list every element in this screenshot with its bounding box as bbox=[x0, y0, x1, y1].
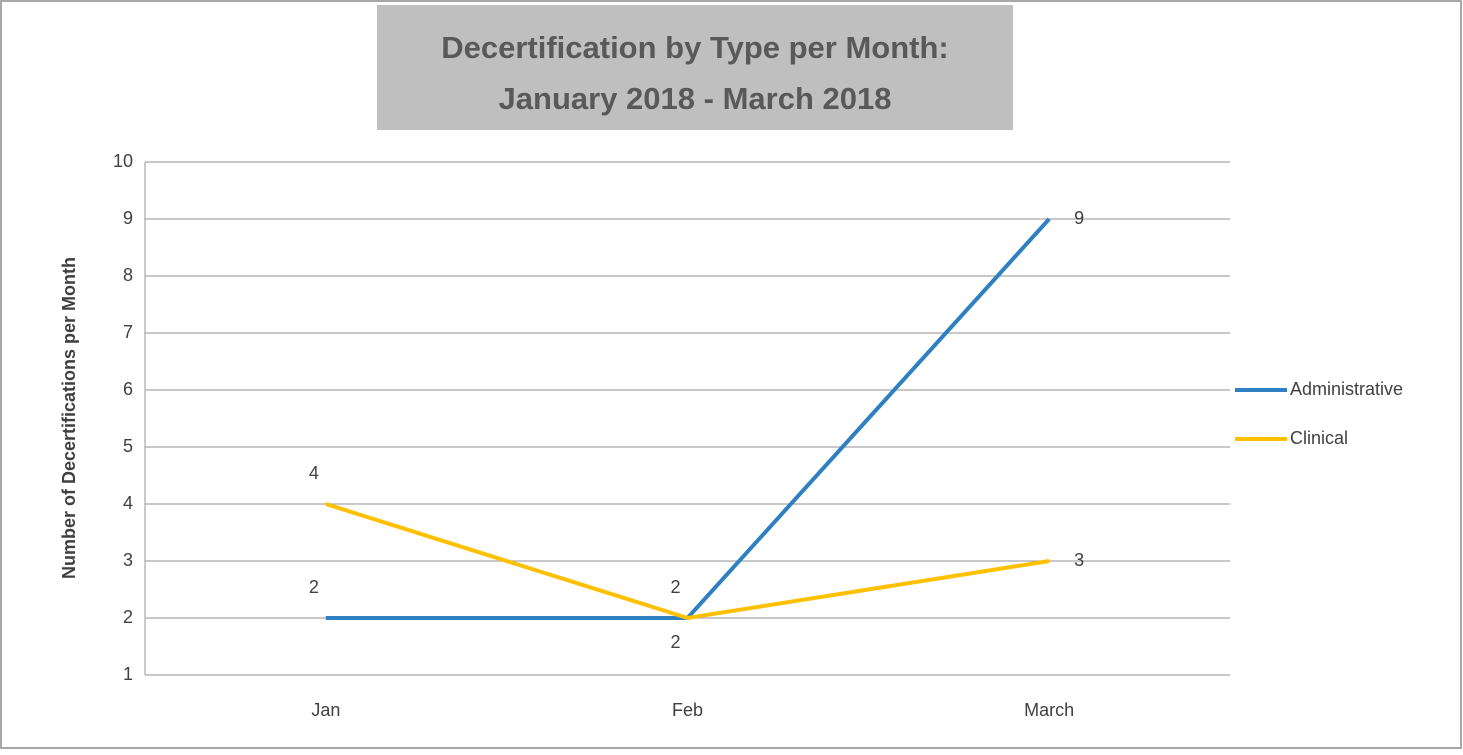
x-tick-label: Feb bbox=[672, 700, 703, 720]
data-label: 9 bbox=[1074, 208, 1084, 228]
y-tick-label: 3 bbox=[123, 550, 133, 570]
y-tick-label: 2 bbox=[123, 607, 133, 627]
y-tick-label: 8 bbox=[123, 265, 133, 285]
chart-title: January 2018 - March 2018 bbox=[499, 81, 892, 116]
x-tick-label: March bbox=[1024, 700, 1074, 720]
data-label: 2 bbox=[670, 577, 680, 597]
y-tick-label: 5 bbox=[123, 436, 133, 456]
y-tick-label: 10 bbox=[113, 151, 133, 171]
data-label: 2 bbox=[670, 632, 680, 652]
data-label: 2 bbox=[309, 577, 319, 597]
title-box bbox=[377, 5, 1013, 130]
y-tick-label: 4 bbox=[123, 493, 133, 513]
legend-label: Administrative bbox=[1290, 379, 1403, 399]
data-label: 4 bbox=[309, 463, 319, 483]
y-tick-label: 7 bbox=[123, 322, 133, 342]
series-line bbox=[325, 502, 1050, 621]
y-tick-label: 1 bbox=[123, 664, 133, 684]
chart-title: Decertification by Type per Month: bbox=[441, 30, 949, 65]
data-label: 3 bbox=[1074, 550, 1084, 570]
legend-label: Clinical bbox=[1290, 428, 1348, 448]
y-tick-label: 9 bbox=[123, 208, 133, 228]
y-tick-label: 6 bbox=[123, 379, 133, 399]
x-tick-label: Jan bbox=[311, 700, 340, 720]
y-axis-label: Number of Decertifications per Month bbox=[59, 257, 79, 579]
